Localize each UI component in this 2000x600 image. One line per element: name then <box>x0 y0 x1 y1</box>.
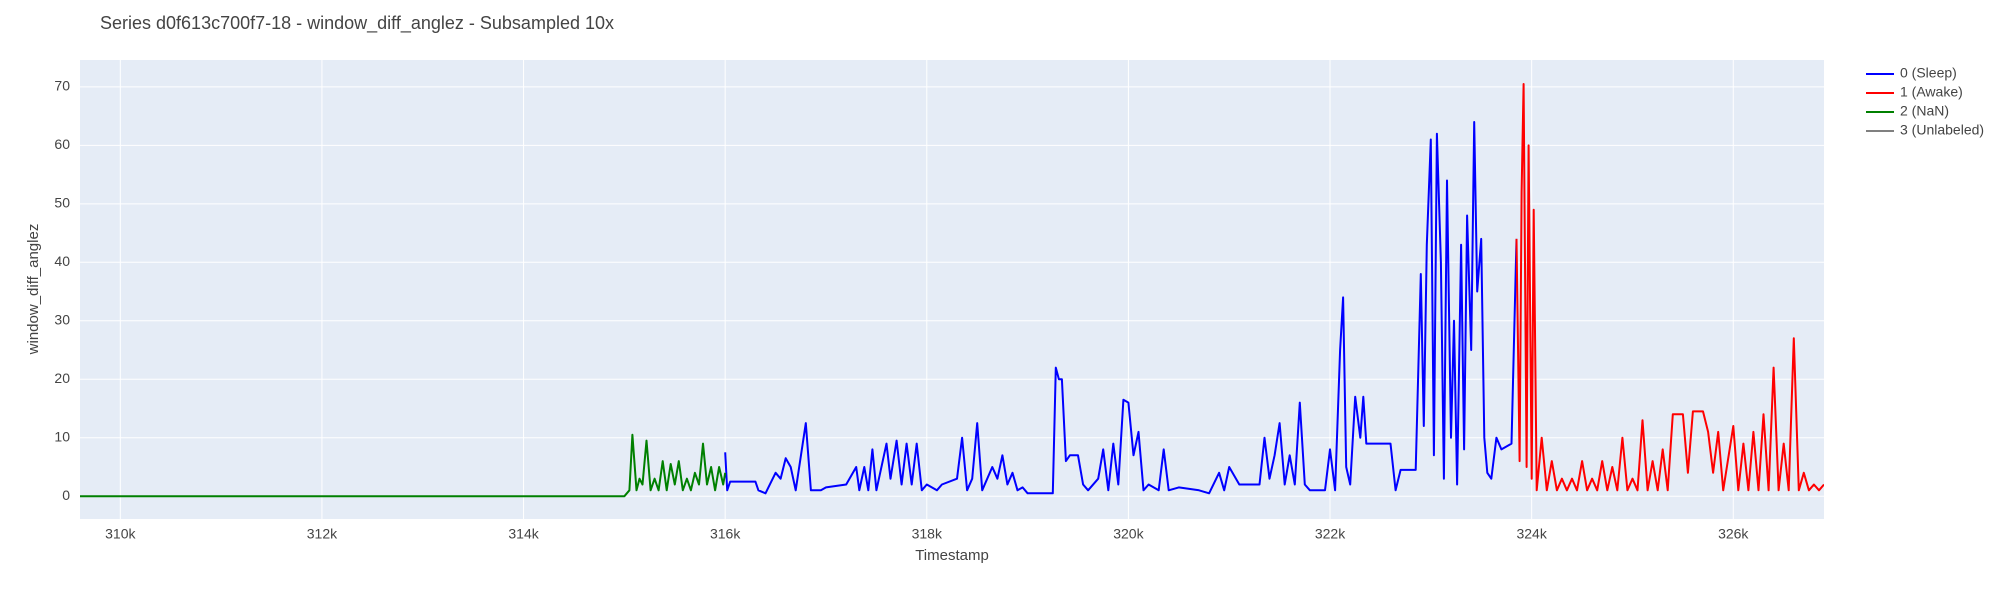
legend-label: 1 (Awake) <box>1900 84 1963 100</box>
y-tick-label: 20 <box>54 370 70 386</box>
x-tick-label: 310k <box>105 526 136 542</box>
y-tick-label: 0 <box>62 487 70 503</box>
series-line <box>80 433 727 498</box>
legend: 0 (Sleep) 1 (Awake) 2 (NaN) 3 (Unlabeled) <box>1866 65 1984 138</box>
y-tick-label: 10 <box>54 428 70 444</box>
legend-label: 2 (NaN) <box>1900 103 1949 119</box>
x-tick-label: 314k <box>508 526 539 542</box>
x-tick-label: 326k <box>1718 526 1749 542</box>
x-tick-label: 324k <box>1516 526 1547 542</box>
legend-label: 3 (Unlabeled) <box>1900 122 1984 138</box>
x-tick-label: 320k <box>1113 526 1144 542</box>
series-line <box>1515 83 1824 492</box>
x-tick-label: 318k <box>912 526 943 542</box>
chart-title: Series d0f613c700f7-18 - window_diff_ang… <box>100 13 614 34</box>
x-tick-label: 322k <box>1315 526 1346 542</box>
lines <box>80 83 1824 498</box>
legend-label: 0 (Sleep) <box>1900 65 1957 81</box>
y-tick-label: 40 <box>54 253 70 269</box>
y-tick-label: 70 <box>54 78 70 94</box>
y-tick-label: 30 <box>54 311 70 327</box>
x-axis-title: Timestamp <box>915 547 989 564</box>
plot-area <box>80 60 1824 519</box>
y-tick-label: 60 <box>54 136 70 152</box>
y-tick-label: 50 <box>54 195 70 211</box>
y-axis-title: window_diff_anglez <box>25 224 42 356</box>
x-tick-label: 316k <box>710 526 741 542</box>
x-tick-label: 312k <box>307 526 338 542</box>
series-line <box>724 121 1518 495</box>
